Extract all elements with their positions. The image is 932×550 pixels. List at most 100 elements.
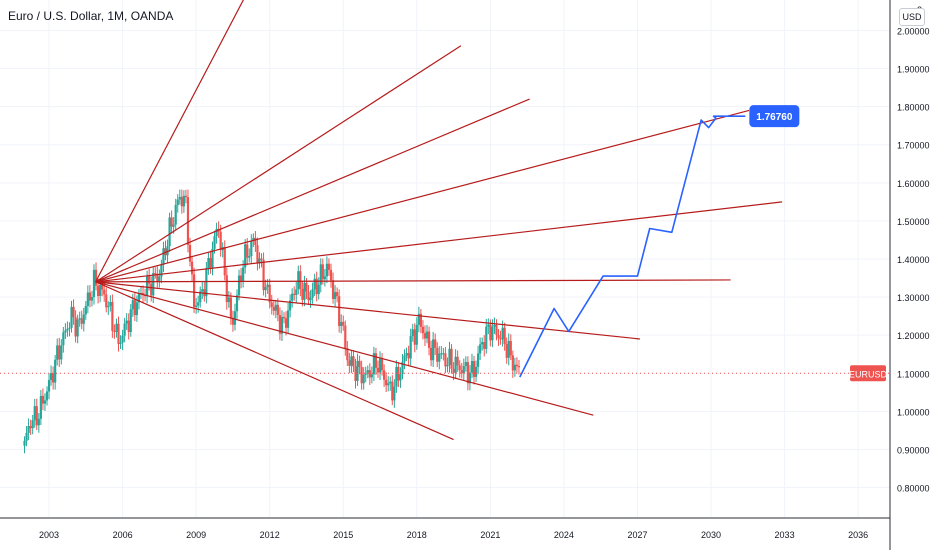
candle-body [284, 318, 288, 328]
candle-body [303, 282, 306, 300]
candle-body [331, 280, 335, 299]
candle-body [201, 289, 204, 292]
candle-body [129, 309, 132, 333]
candle-body [503, 327, 506, 344]
candle-body [66, 328, 69, 331]
candle-body [76, 319, 79, 337]
candle-body [401, 361, 404, 375]
candle-body [403, 355, 406, 362]
candle-body [356, 360, 359, 381]
projection-path [519, 115, 746, 378]
target-label-box [749, 105, 800, 128]
x-tick-label: 2021 [480, 530, 500, 540]
candle-body [319, 264, 322, 285]
candle-body [311, 289, 314, 298]
fan-lines-layer[interactable] [95, 0, 783, 441]
y-tick-label: 0.80000 [897, 484, 930, 494]
candle-body [258, 258, 261, 264]
candle-body [497, 334, 500, 339]
candle-body [184, 195, 188, 198]
projection-layer[interactable]: 1.76760 [519, 105, 800, 378]
candle-body [37, 418, 40, 426]
candle-body [25, 432, 28, 441]
candle-body [154, 272, 157, 274]
candle-body [507, 340, 510, 358]
candle-body [474, 366, 478, 377]
candle-body [43, 400, 47, 404]
candle-body [103, 289, 106, 295]
candle-body [125, 320, 128, 324]
candle-body [264, 287, 267, 291]
candle-body [501, 327, 504, 340]
candle-body [146, 275, 149, 297]
candle-body [47, 380, 51, 392]
candle-body [305, 282, 308, 292]
candle-body [368, 370, 371, 378]
candle-body [68, 327, 71, 329]
candle-body [252, 237, 255, 241]
fan-line [95, 98, 530, 283]
candle-body [307, 291, 310, 301]
x-tick-label: 2030 [701, 530, 721, 540]
candle-body [35, 406, 38, 426]
candle-body [509, 340, 512, 356]
candle-body [49, 373, 53, 381]
candle-body [423, 333, 427, 339]
candle-body [321, 264, 324, 280]
candle-body [148, 275, 151, 284]
y-tick-label: 1.40000 [897, 255, 930, 265]
candle-body [327, 263, 331, 270]
candle-body [193, 274, 196, 308]
candle-body [254, 237, 257, 246]
y-tick-label: 1.90000 [897, 65, 930, 75]
candle-body [350, 356, 353, 366]
candle-body [454, 356, 457, 373]
candle-body [370, 374, 373, 378]
fan-line [95, 0, 245, 283]
candle-body [352, 356, 355, 367]
candle-body [78, 318, 81, 320]
candle-body [168, 217, 171, 247]
candle-body [170, 217, 173, 227]
candle-body [180, 196, 183, 207]
candle-body [256, 245, 259, 264]
candle-body [425, 331, 429, 339]
candle-body [70, 306, 73, 328]
candle-body [472, 361, 476, 377]
candle-body [380, 358, 384, 371]
candle-body [458, 365, 461, 371]
candle-body [464, 362, 467, 367]
candle-body [505, 343, 508, 358]
candle-body [72, 306, 75, 318]
candle-body [60, 345, 63, 360]
candle-body [344, 325, 347, 349]
candle-body [260, 258, 263, 260]
candle-body [436, 347, 439, 362]
candle-body [446, 365, 449, 367]
y-tick-label: 1.70000 [897, 141, 930, 151]
candle-body [90, 296, 94, 301]
candles-layer [23, 189, 521, 454]
candle-body [84, 305, 87, 315]
candle-body [389, 381, 392, 384]
x-tick-label: 2012 [260, 530, 280, 540]
currency-button[interactable]: USD [899, 8, 925, 26]
candle-body [158, 276, 161, 282]
x-tick-label: 2033 [775, 530, 795, 540]
candle-body [229, 297, 232, 318]
candle-body [172, 224, 175, 227]
candle-body [119, 342, 122, 344]
fan-line [95, 281, 454, 441]
fan-line [95, 279, 731, 283]
candle-body [233, 311, 237, 325]
candle-body [105, 294, 108, 308]
candle-body [164, 248, 167, 256]
candle-body [188, 244, 192, 262]
candle-body [313, 278, 316, 290]
candle-body [39, 395, 42, 419]
candle-body [62, 332, 65, 346]
candle-body [117, 323, 120, 344]
candle-body [54, 359, 57, 383]
candle-body [88, 292, 91, 301]
